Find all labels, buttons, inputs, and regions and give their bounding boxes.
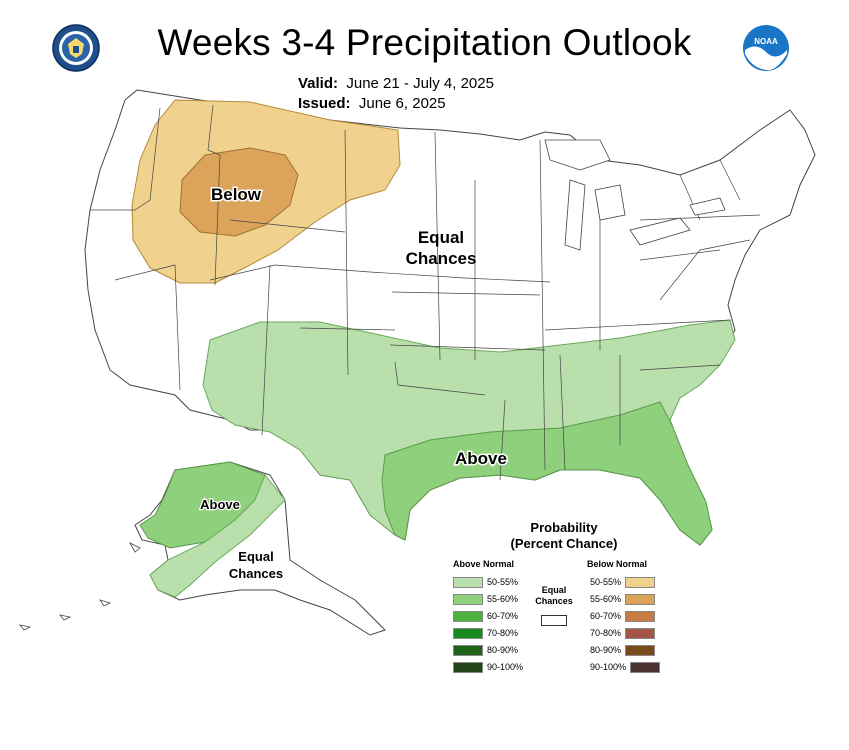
legend-below-row: 55-60% [590, 593, 656, 605]
legend-above-row: 90-100% [453, 661, 523, 673]
date-info: Valid: June 21 - July 4, 2025 Issued: Ju… [298, 74, 494, 114]
legend-above-label: 70-80% [487, 628, 519, 638]
legend-above-row: 55-60% [453, 593, 518, 605]
legend-below-label: 50-55% [590, 577, 622, 587]
above-normal-region-inner [381, 401, 713, 546]
legend-above-label: 55-60% [487, 594, 519, 604]
great-lakes [544, 139, 726, 251]
legend-title-line1: Probability [530, 520, 598, 535]
legend-equal-line1: Equal [541, 585, 567, 595]
legend-below-row: 80-90% [590, 644, 656, 656]
valid-dates: Valid: June 21 - July 4, 2025 [298, 74, 494, 94]
legend-below-swatch [630, 661, 661, 673]
equal-chances-label-line2: Chances [406, 249, 477, 268]
valid-label: Valid: [298, 75, 339, 92]
legend-below-row: 70-80% [590, 627, 656, 639]
legend-above-swatch [453, 644, 483, 656]
equal-chances-label-line1: Equal [418, 228, 464, 247]
above-label: Above [455, 449, 507, 468]
legend-above-swatch [453, 593, 483, 605]
legend-equal-chances-label: Equal Chances [525, 585, 583, 607]
legend-above-swatch [453, 610, 483, 622]
legend-below-label: 60-70% [590, 611, 622, 621]
legend-above-swatch [453, 627, 483, 639]
legend-below-heading: Below Normal [587, 559, 648, 569]
below-label: Below [211, 185, 262, 204]
legend-below-row: 90-100% [590, 661, 661, 673]
legend-title: Probability (Percent Chance) [494, 520, 634, 552]
legend-above-row: 80-90% [453, 644, 518, 656]
legend-above-label: 60-70% [487, 611, 519, 621]
legend-title-line2: (Percent Chance) [510, 536, 618, 551]
alaska-equal-region-band [149, 474, 286, 598]
page-title: Weeks 3-4 Precipitation Outlook [157, 22, 692, 63]
legend-below-label: 70-80% [590, 628, 622, 638]
legend-above-swatch [453, 661, 483, 673]
legend-below-label: 90-100% [590, 662, 627, 672]
legend-below-swatch [625, 610, 656, 622]
alaska-equal-chances-label-line2: Chances [229, 566, 283, 581]
noaa-text: NOAA [754, 37, 778, 46]
legend-above-row: 50-55% [453, 576, 518, 588]
issued-date: Issued: June 6, 2025 [298, 94, 494, 114]
legend-above-label: 80-90% [487, 645, 519, 655]
legend-above-label: 90-100% [487, 662, 524, 672]
legend-below-row: 50-55% [590, 576, 656, 588]
legend-below-swatch [625, 576, 656, 588]
legend-above-row: 60-70% [453, 610, 518, 622]
legend-equal-line2: Chances [535, 596, 573, 606]
state-boundaries [90, 104, 761, 481]
alaska-above-label: Above [200, 497, 240, 512]
alaska-above-region [139, 461, 266, 549]
legend-above-row: 70-80% [453, 627, 518, 639]
legend-below-label: 55-60% [590, 594, 622, 604]
aleutian-islands [19, 542, 141, 631]
legend-equal-chances-swatch [541, 615, 567, 626]
noaa-logo-icon: NOAA [742, 24, 790, 72]
legend-above-label: 50-55% [487, 577, 519, 587]
valid-value: June 21 - July 4, 2025 [346, 75, 494, 92]
legend-below-swatch [625, 593, 656, 605]
alaska-equal-chances-label-line1: Equal [238, 549, 273, 564]
legend-below-label: 80-90% [590, 645, 622, 655]
legend-below-row: 60-70% [590, 610, 656, 622]
legend-below-swatch [625, 644, 656, 656]
issued-label: Issued: [298, 95, 351, 112]
department-of-commerce-seal-icon [52, 24, 100, 72]
issued-value: June 6, 2025 [358, 95, 446, 112]
below-normal-region-inner [179, 147, 299, 237]
legend-below-swatch [625, 627, 656, 639]
legend-above-heading: Above Normal [453, 559, 515, 569]
legend-above-swatch [453, 576, 483, 588]
